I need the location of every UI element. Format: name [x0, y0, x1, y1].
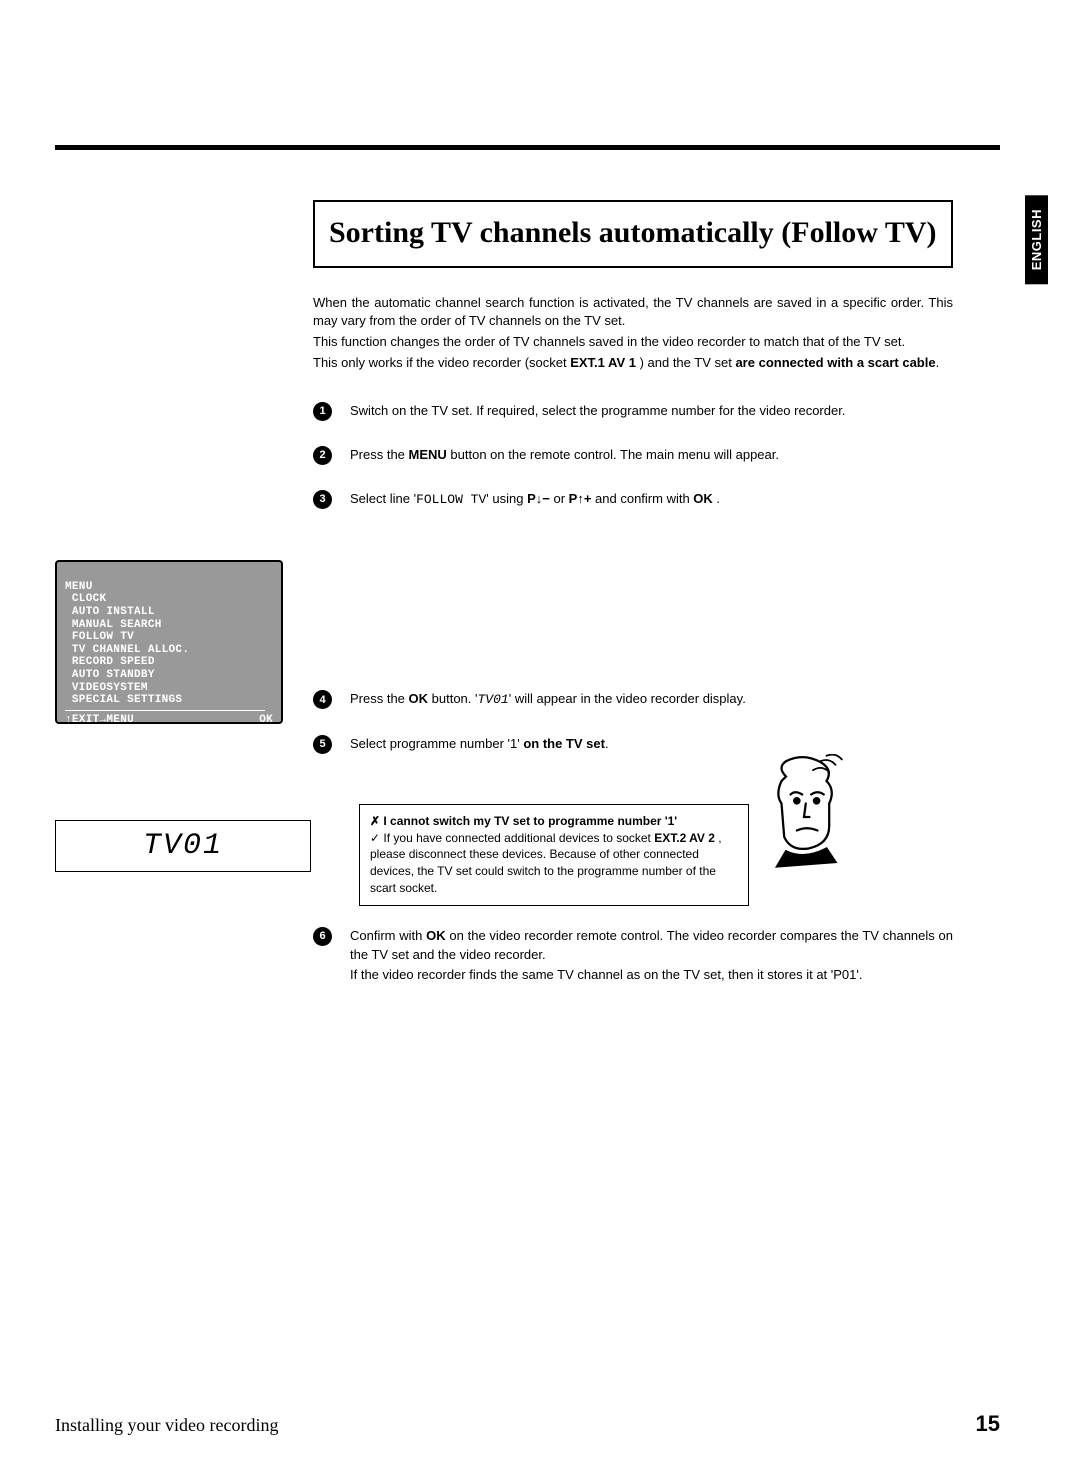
language-tab: ENGLISH — [1025, 195, 1048, 284]
osd-item: AUTO STANDBY — [65, 669, 155, 681]
osd-footer-2: ↓HOTLINE→CL — [65, 727, 141, 739]
osd-item: MANUAL SEARCH — [65, 619, 162, 631]
intro-text: When the automatic channel search functi… — [313, 294, 953, 373]
osd-title: MENU — [65, 581, 93, 593]
intro-p1: When the automatic channel search functi… — [313, 294, 953, 332]
osd-item: AUTO INSTALL — [65, 606, 155, 618]
confused-face-icon — [759, 754, 849, 876]
osd-item: RECORD SPEED — [65, 656, 155, 668]
step-5-text: Select programme number '1' on the TV se… — [350, 734, 953, 754]
main-column: Sorting TV channels automatically (Follo… — [313, 200, 953, 984]
osd-divider — [65, 710, 265, 711]
step-4-text: Press the OK button. 'TV01' will appear … — [350, 689, 953, 710]
step-6: 6 Confirm with OK on the video recorder … — [313, 926, 953, 985]
step-1-text: Switch on the TV set. If required, selec… — [350, 401, 953, 421]
osd-menu-screenshot: MENU CLOCK AUTO INSTALL MANUAL SEARCH FO… — [55, 560, 283, 724]
step-number-icon: 1 — [313, 402, 332, 421]
section-title: Sorting TV channels automatically (Follo… — [329, 214, 937, 252]
step-4: 4 Press the OK button. 'TV01' will appea… — [313, 689, 953, 710]
osd-item: TV CHANNEL ALLOC. — [65, 644, 189, 656]
vcr-display: TV01 — [55, 820, 311, 872]
step-number-icon: 4 — [313, 690, 332, 709]
trouble-body: ✓ If you have connected additional devic… — [370, 830, 738, 897]
step-2-text: Press the MENU button on the remote cont… — [350, 445, 953, 465]
osd-item: CLOCK — [65, 593, 106, 605]
step-3-text: Select line 'FOLLOW TV' using P↓− or P↑+… — [350, 489, 953, 510]
vcr-display-text: TV01 — [143, 829, 223, 863]
intro-p2: This function changes the order of TV ch… — [313, 333, 953, 352]
trouble-title: ✗ I cannot switch my TV set to programme… — [370, 813, 738, 830]
step-2: 2 Press the MENU button on the remote co… — [313, 445, 953, 465]
step-number-icon: 3 — [313, 490, 332, 509]
page-footer: Installing your video recording 15 — [55, 1411, 1000, 1437]
step-number-icon: 6 — [313, 927, 332, 946]
page-content: ENGLISH Sorting TV channels automaticall… — [55, 145, 1000, 1008]
osd-item: FOLLOW TV — [65, 631, 134, 643]
page-number: 15 — [976, 1411, 1000, 1437]
step-6-text: Confirm with OK on the video recorder re… — [350, 926, 953, 985]
footer-title: Installing your video recording — [55, 1415, 278, 1436]
step-5: 5 Select programme number '1' on the TV … — [313, 734, 953, 754]
section-title-box: Sorting TV channels automatically (Follo… — [313, 200, 953, 268]
step-3: 3 Select line 'FOLLOW TV' using P↓− or P… — [313, 489, 953, 510]
step-number-icon: 5 — [313, 735, 332, 754]
step-number-icon: 2 — [313, 446, 332, 465]
troubleshooting-row: ✗ I cannot switch my TV set to programme… — [359, 804, 953, 906]
osd-item: VIDEOSYSTEM — [65, 682, 148, 694]
osd-footer-1: ↑EXIT→MENUOK — [65, 714, 273, 727]
step-1: 1 Switch on the TV set. If required, sel… — [313, 401, 953, 421]
osd-item: SPECIAL SETTINGS — [65, 694, 182, 706]
troubleshooting-box: ✗ I cannot switch my TV set to programme… — [359, 804, 749, 906]
intro-p3: This only works if the video recorder (s… — [313, 354, 953, 373]
